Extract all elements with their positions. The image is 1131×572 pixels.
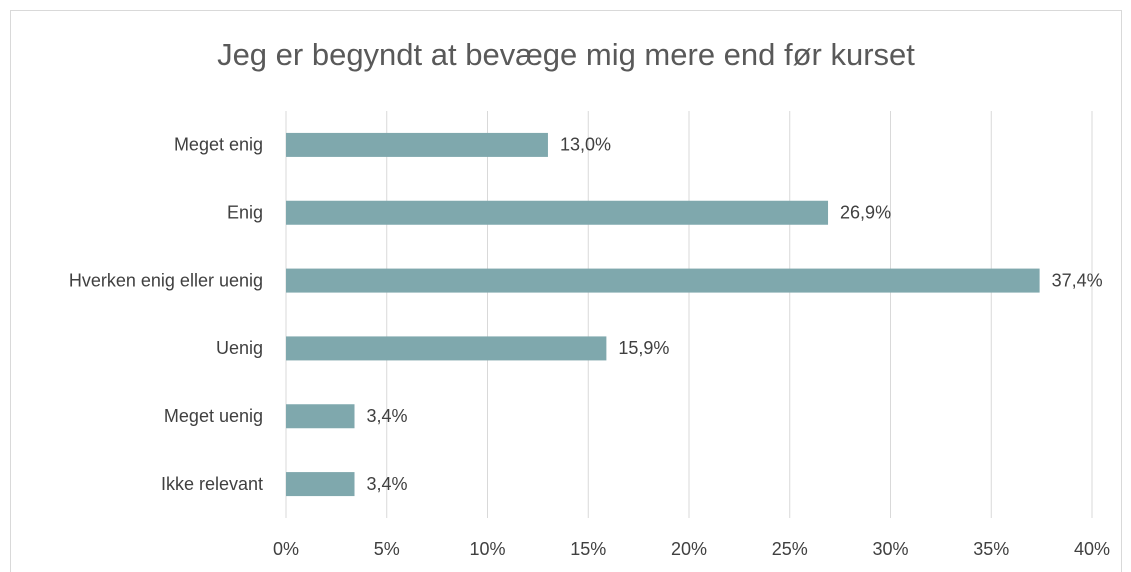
bar xyxy=(286,268,1040,293)
y-tick-label: Meget enig xyxy=(174,135,263,155)
value-label: 3,4% xyxy=(367,406,408,426)
chart-title: Jeg er begyndt at bevæge mig mere end fø… xyxy=(217,37,915,72)
value-label: 26,9% xyxy=(840,203,891,223)
bar xyxy=(286,472,355,497)
x-tick-label: 0% xyxy=(273,539,299,559)
bar xyxy=(286,404,355,429)
x-tick-label: 35% xyxy=(973,539,1009,559)
y-tick-label: Hverken enig eller uenig xyxy=(69,270,263,290)
x-tick-label: 30% xyxy=(872,539,908,559)
x-tick-label: 10% xyxy=(469,539,505,559)
x-tick-label: 25% xyxy=(772,539,808,559)
x-tick-label: 15% xyxy=(570,539,606,559)
x-tick-label: 5% xyxy=(374,539,400,559)
y-tick-label: Meget uenig xyxy=(164,406,263,426)
x-tick-label: 20% xyxy=(671,539,707,559)
y-tick-label: Uenig xyxy=(216,338,263,358)
bar xyxy=(286,336,607,361)
y-tick-label: Enig xyxy=(227,203,263,223)
bar xyxy=(286,200,829,225)
bar xyxy=(286,132,548,157)
value-label: 37,4% xyxy=(1052,270,1103,290)
value-label: 3,4% xyxy=(367,474,408,494)
value-label: 13,0% xyxy=(560,135,611,155)
y-tick-label: Ikke relevant xyxy=(161,474,263,494)
x-tick-label: 40% xyxy=(1074,539,1110,559)
value-label: 15,9% xyxy=(618,338,669,358)
